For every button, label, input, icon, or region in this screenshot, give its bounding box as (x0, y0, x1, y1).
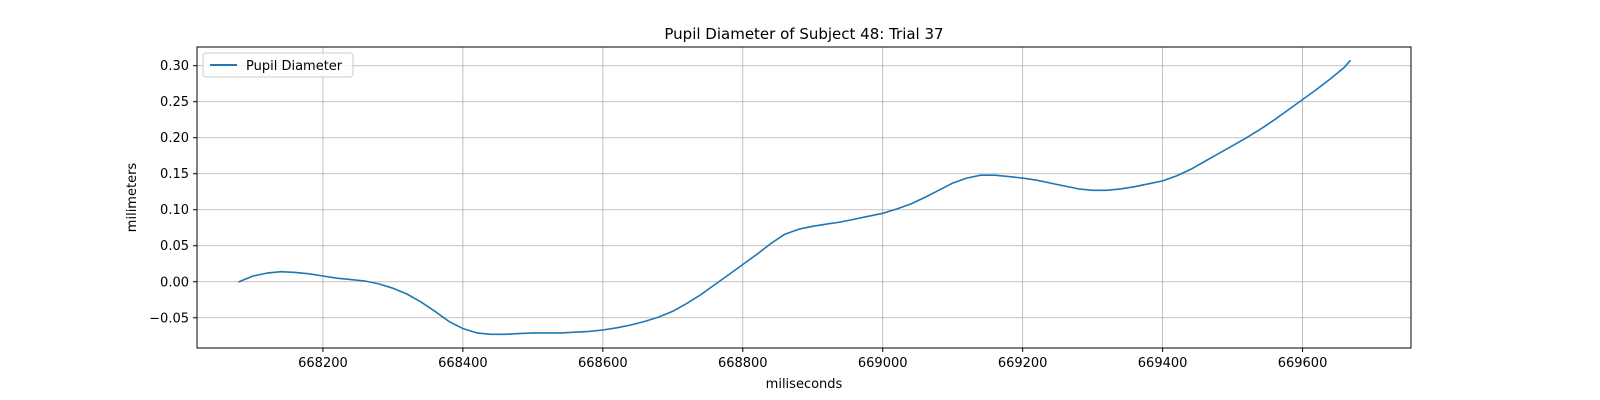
grid (197, 47, 1411, 348)
legend: Pupil Diameter (202, 52, 354, 78)
y-tick-label: 0.15 (160, 167, 189, 182)
chart-title: Pupil Diameter of Subject 48: Trial 37 (664, 25, 943, 43)
y-tick-label: −0.05 (149, 311, 189, 326)
legend-box (202, 52, 354, 78)
x-tick-label: 668800 (718, 356, 768, 371)
x-tick-label: 668400 (438, 356, 488, 371)
x-tick-label: 669400 (1138, 356, 1188, 371)
x-tick-label: 669000 (858, 356, 908, 371)
y-tick-label: 0.20 (160, 131, 189, 146)
series-line-pupil-diameter (238, 59, 1351, 336)
plot-frame (196, 46, 1412, 349)
legend-label-pupil-diameter: Pupil Diameter (246, 59, 343, 74)
y-tick-label: 0.10 (160, 203, 189, 218)
x-tick-label: 668200 (298, 356, 348, 371)
y-tick-label: 0.00 (160, 275, 189, 290)
series-layer (238, 59, 1351, 336)
x-axis-label: miliseconds (766, 377, 843, 392)
y-tick-label: 0.30 (160, 59, 189, 74)
y-axis-label: milimeters (125, 163, 140, 233)
ticks: 668200 668400 668600 668800 669000 669200 6694… (149, 59, 1327, 371)
y-tick-label: 0.25 (160, 95, 189, 110)
x-tick-label: 669600 (1278, 356, 1328, 371)
x-tick-label: 669200 (998, 356, 1048, 371)
y-tick-label: 0.05 (160, 239, 189, 254)
x-tick-label: 668600 (578, 356, 628, 371)
